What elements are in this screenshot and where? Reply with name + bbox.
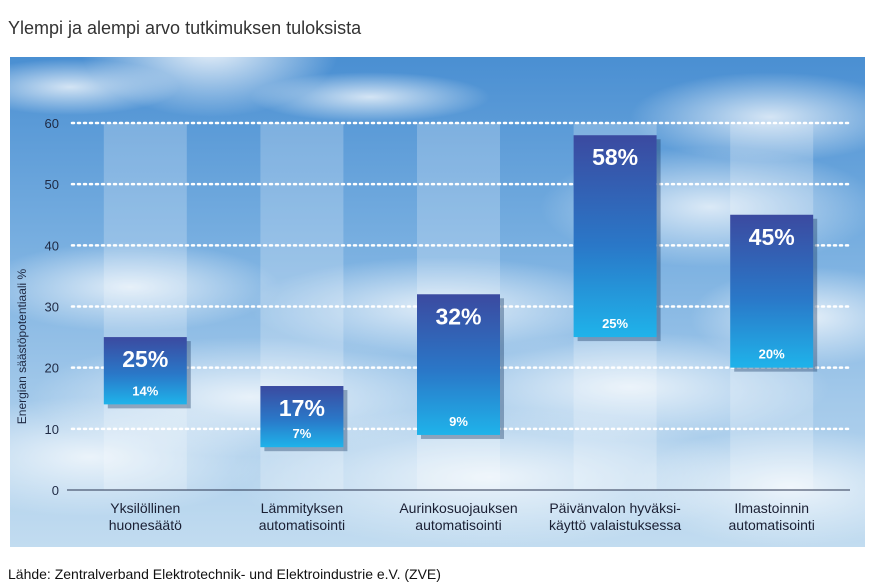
category-label: käyttö valaistuksessa (549, 517, 681, 533)
category-label: automatisointi (259, 517, 345, 533)
lower-value-label: 7% (293, 426, 312, 441)
cloud-shape (10, 242, 280, 332)
chart-panel: 0 10 20 30 40 50 60 Energian säästöpotentiaali … (10, 57, 865, 547)
category-label: Aurinkosuojauksen (399, 500, 517, 516)
source-note: Lähde: Zentralverband Elektrotechnik- un… (8, 566, 441, 582)
y-tick-label: 10 (45, 422, 59, 437)
range-bar (103, 337, 187, 405)
chart-title: Ylempi ja alempi arvo tutkimuksen tuloks… (8, 18, 362, 38)
range-bar (573, 135, 657, 338)
range-bar (730, 214, 814, 368)
y-tick-label: 50 (45, 177, 59, 192)
y-axis: 0 10 20 30 40 50 60 Energian säästöpotentiaali … (15, 116, 850, 498)
category-label: Päivänvalon hyväksi- (549, 500, 681, 516)
lower-value-label: 9% (449, 414, 468, 429)
bars: 25% 14% 17% 7% 32% 9% 58% 25% 45% 20% (103, 135, 818, 452)
upper-value-label: 17% (279, 395, 325, 421)
y-tick-label: 20 (45, 361, 59, 376)
lower-value-label: 20% (759, 347, 785, 362)
y-tick-label: 40 (45, 238, 59, 253)
category-label: automatisointi (415, 517, 501, 533)
lower-value-label: 25% (602, 316, 628, 331)
y-tick-label: 30 (45, 300, 59, 315)
upper-value-label: 25% (122, 346, 168, 372)
y-tick-label: 0 (52, 483, 59, 498)
range-bar (260, 386, 344, 448)
category-label: Ilmastoinnin (734, 500, 809, 516)
category-label: automatisointi (729, 517, 815, 533)
upper-value-label: 58% (592, 144, 638, 170)
cloud-shape (10, 59, 180, 115)
cloud-shape (250, 72, 490, 122)
category-labels: YksilöllinenhuonesäätöLämmityksenautomat… (109, 500, 815, 533)
cloud-shape (10, 397, 270, 517)
cloud-shape (630, 427, 865, 547)
category-label: huonesäätö (109, 517, 182, 533)
cloud-shape (630, 72, 865, 162)
range-bar (417, 294, 500, 435)
y-tick-label: 60 (45, 116, 59, 131)
y-axis-label: Energian säästöpotentiaali % (15, 268, 29, 424)
upper-value-label: 45% (749, 224, 795, 250)
category-label: Lämmityksen (261, 500, 343, 516)
upper-value-label: 32% (435, 303, 481, 329)
chart-svg: 0 10 20 30 40 50 60 Energian säästöpotentiaali … (10, 57, 865, 547)
cloud-shape (230, 407, 750, 547)
lower-value-label: 14% (132, 383, 158, 398)
category-label: Yksilöllinen (110, 500, 180, 516)
